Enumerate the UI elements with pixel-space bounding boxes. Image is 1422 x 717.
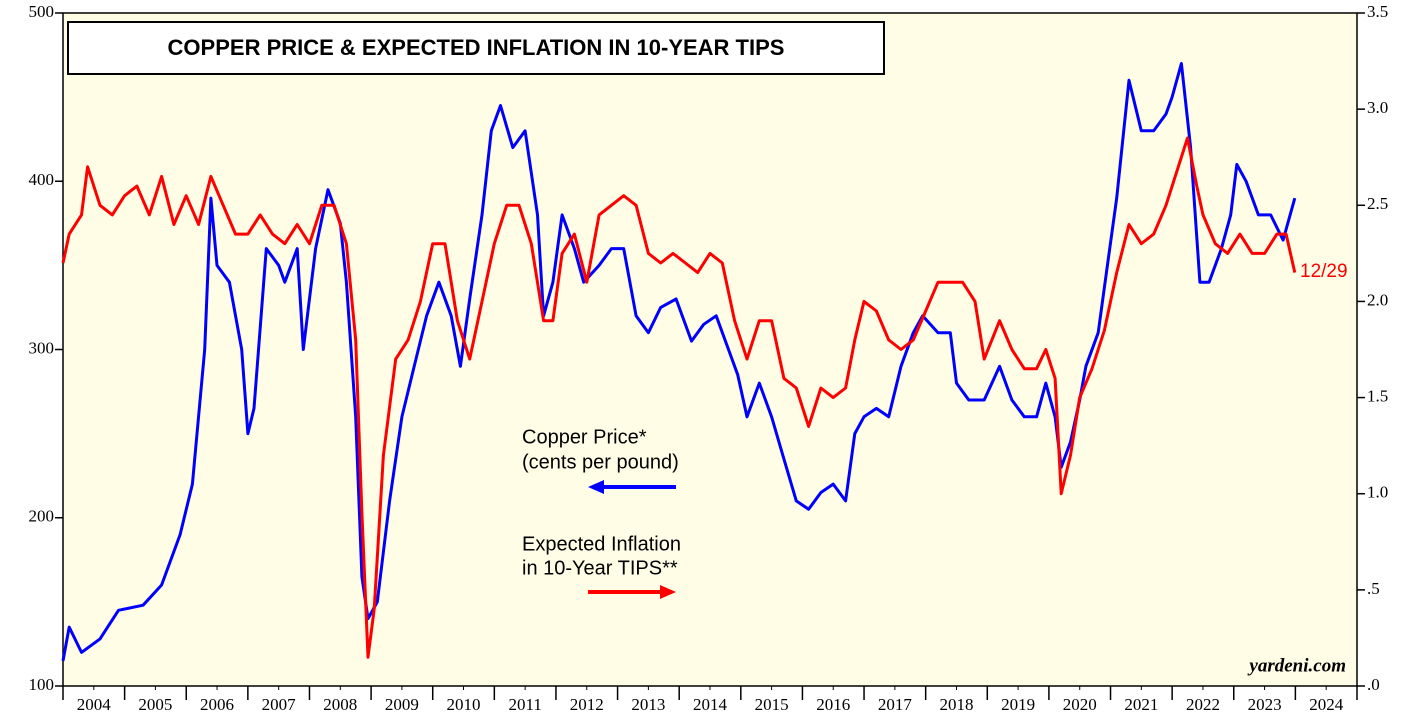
y2-tick-label: 1.5 [1367, 386, 1388, 405]
annotation: Copper Price* [522, 426, 647, 448]
y2-tick-label: 1.0 [1367, 483, 1388, 502]
x-tick-label: 2017 [878, 695, 913, 714]
y-tick-label: 300 [29, 338, 55, 357]
series-line [61, 136, 1297, 659]
annotation: in 10-Year TIPS** [522, 557, 678, 579]
x-tick-label: 2013 [631, 695, 665, 714]
y-tick-label: 200 [29, 507, 55, 526]
y2-tick-label: 2.0 [1367, 290, 1388, 309]
x-tick-label: 2005 [138, 695, 172, 714]
y2-tick-label: .0 [1367, 675, 1380, 694]
x-tick-label: 2022 [1186, 695, 1220, 714]
x-tick-label: 2004 [77, 695, 112, 714]
annotation: Expected Inflation [522, 533, 681, 555]
y2-tick-label: 3.5 [1367, 2, 1388, 21]
x-tick-label: 2020 [1063, 695, 1097, 714]
title-box [67, 21, 885, 75]
x-tick-label: 2024 [1309, 695, 1344, 714]
x-tick-label: 2007 [262, 695, 297, 714]
y2-tick-label: 2.5 [1367, 194, 1388, 213]
y2-tick-label: 3.0 [1367, 98, 1388, 117]
x-tick-label: 2012 [570, 695, 604, 714]
x-tick-label: 2015 [755, 695, 789, 714]
y-tick-label: 400 [29, 170, 55, 189]
x-tick-label: 2008 [323, 695, 357, 714]
y-tick-label: 100 [29, 675, 55, 694]
x-tick-label: 2016 [816, 695, 850, 714]
x-tick-label: 2011 [508, 695, 541, 714]
x-tick-label: 2009 [385, 695, 419, 714]
end-label: 12/29 [1300, 261, 1348, 282]
chart-title: COPPER PRICE & EXPECTED INFLATION IN 10-… [168, 35, 785, 60]
x-tick-label: 2021 [1124, 695, 1158, 714]
x-tick-label: 2023 [1248, 695, 1282, 714]
arrow-head [588, 480, 604, 494]
x-tick-label: 2006 [200, 695, 234, 714]
x-tick-label: 2010 [447, 695, 481, 714]
arrow-head [660, 585, 676, 599]
series-line [61, 62, 1297, 662]
y-tick-label: 500 [29, 2, 55, 21]
y2-tick-label: .5 [1367, 579, 1380, 598]
x-tick-label: 2018 [939, 695, 973, 714]
source: yardeni.com [1247, 655, 1346, 676]
annotation: (cents per pound) [522, 451, 679, 473]
x-tick-label: 2014 [693, 695, 728, 714]
x-tick-label: 2019 [1001, 695, 1035, 714]
